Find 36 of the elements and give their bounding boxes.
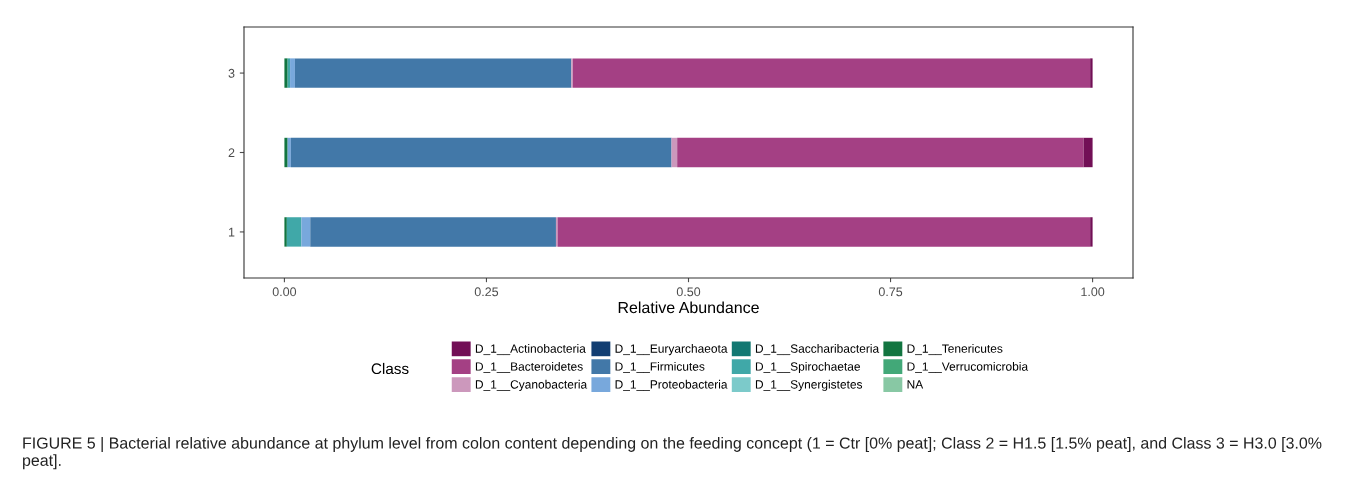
x-tick-label: 0.75 (878, 287, 903, 297)
legend-label: D_1__Bacteroidetes (475, 361, 583, 373)
legend-label: D_1__Firmicutes (615, 361, 705, 373)
legend-label: NA (907, 380, 924, 389)
bar (294, 58, 572, 88)
bar (1090, 217, 1093, 247)
bar (677, 137, 1084, 168)
legend-label: D_1__Saccharibacteria (755, 344, 880, 356)
legend-title: Class (371, 362, 409, 375)
y-tick-label: 2 (228, 148, 235, 158)
bar (1083, 137, 1093, 168)
caption: FIGURE 5 | Bacterial relative abundance at phylum level from colon content depending on the feeding concept (1 = Ctr [0% peat]; Class 2 = H1.5 [1.5% peat], and Class 3 = H3.0 [3.0% peat]. (23, 437, 1322, 470)
y-tick-label: 3 (228, 68, 235, 78)
x-tick-label: 0.25 (474, 287, 499, 297)
bar (290, 137, 672, 168)
x-axis-title: Relative Abundance (618, 301, 759, 314)
x-tick-label: 0.00 (272, 287, 297, 297)
legend-label: D_1__Proteobacteria (615, 379, 728, 391)
x-tick-label: 0.50 (676, 287, 701, 297)
legend-label: D_1__Actinobacteria (475, 344, 586, 356)
x-tick-label: 1.00 (1081, 287, 1105, 297)
bar (284, 217, 287, 247)
bar (286, 217, 302, 247)
bar (290, 58, 295, 88)
bar (557, 217, 1091, 247)
bar (310, 217, 556, 247)
legend-label: D_1__Euryarchaeota (615, 344, 728, 356)
legend-label: D_1__Synergistetes (755, 379, 863, 392)
legend-label: D_1__Cyanobacteria (475, 379, 588, 392)
y-tick-label: 1 (228, 227, 235, 237)
legend-label: D_1__Spirochaetae (755, 361, 861, 374)
bar (1090, 58, 1093, 88)
legend-label: D_1__Verrucomicrobia (907, 361, 1029, 373)
legend-label: D_1__Tenericutes (907, 344, 1003, 356)
bar (572, 58, 1091, 88)
bar (301, 217, 311, 247)
